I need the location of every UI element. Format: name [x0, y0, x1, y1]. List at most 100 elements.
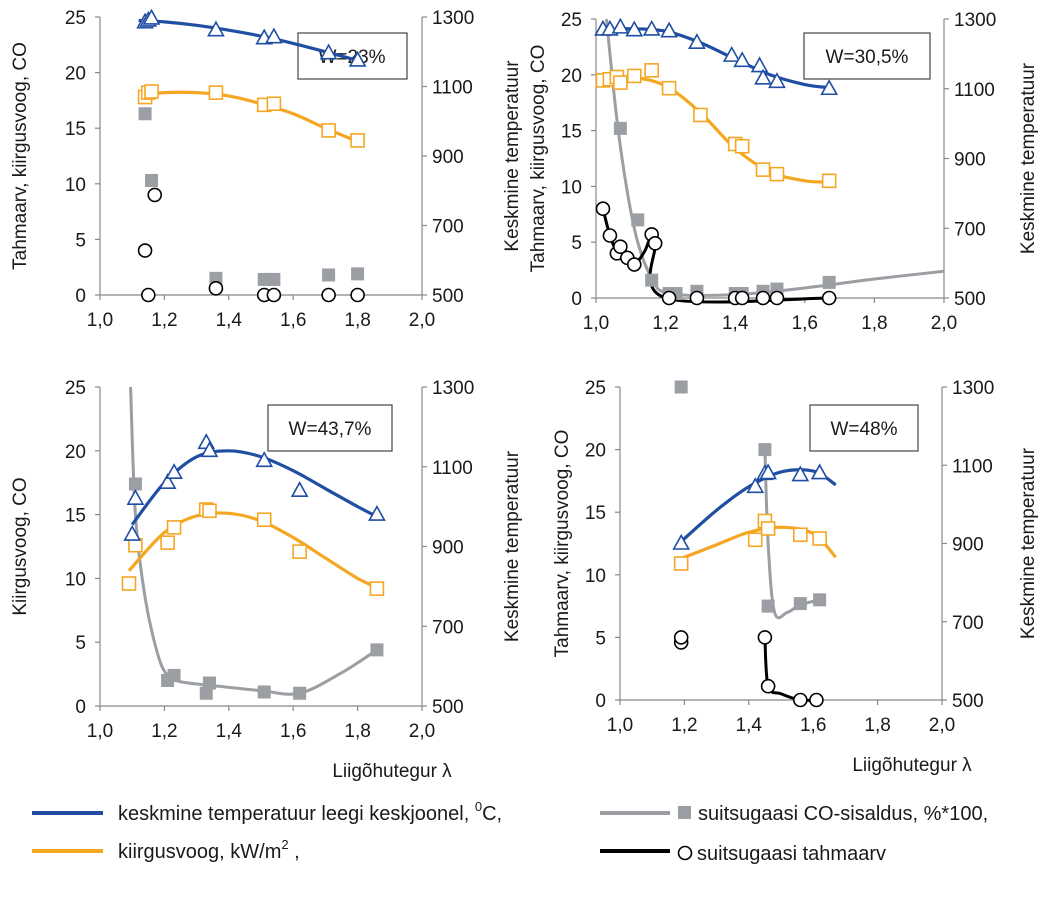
y2-axis-title: Keskmine temperatuur — [1018, 62, 1039, 254]
y2-tick-label: 500 — [432, 697, 464, 718]
co-point — [293, 686, 307, 700]
co-point — [793, 597, 807, 611]
y2-tick-label: 700 — [954, 219, 986, 240]
soot-point — [661, 290, 677, 306]
temperature-point — [368, 504, 386, 521]
temperature-point — [722, 45, 741, 62]
x-tick-label: 1,0 — [583, 313, 609, 334]
y-tick-label: 25 — [561, 10, 582, 31]
x-tick-label: 1,6 — [280, 721, 306, 742]
y-tick-label: 5 — [595, 628, 606, 649]
legend-marker-co — [678, 806, 691, 819]
temperature-point — [165, 463, 183, 480]
y-tick-label: 0 — [571, 289, 582, 310]
soot-point — [755, 290, 771, 306]
annotation-box — [803, 32, 931, 80]
radiation-point — [734, 138, 750, 154]
co-point — [257, 685, 271, 699]
temperature-point — [319, 43, 338, 60]
temperature-point — [754, 68, 772, 85]
y-tick-label: 10 — [585, 566, 606, 587]
soot-point — [647, 236, 663, 251]
radiation-point — [747, 532, 763, 548]
temperature-point — [688, 33, 706, 50]
legend-label-soot: suitsugaasi tahmaarv — [697, 843, 886, 865]
co-point — [128, 477, 142, 491]
radiation-point — [760, 521, 776, 536]
y-tick-label: 20 — [561, 66, 582, 87]
radiation-point — [144, 84, 159, 99]
x-tick-label: 1,4 — [722, 313, 749, 334]
y-axis-title: Kiirgusvoog, CO — [10, 477, 31, 615]
co-point — [631, 213, 645, 227]
x-tick-label: 1,8 — [344, 721, 370, 742]
soot-point — [626, 257, 642, 272]
x-tick-label: 1,0 — [87, 721, 113, 742]
co-point — [209, 271, 223, 285]
radiation-point — [166, 520, 182, 535]
y-tick-label: 10 — [561, 177, 582, 198]
x-tick-label: 1,4 — [216, 310, 243, 331]
co-point — [822, 275, 836, 289]
temperature-point — [290, 481, 309, 497]
chart-panel-3: 1,0 1,2 1,4 1,6 1,8 2,0 0 5 10 15 20 25 500 700 900 110… — [10, 378, 523, 782]
co-point — [351, 267, 365, 281]
annotation-label: W=48% — [830, 419, 897, 440]
legend-item-co: suitsugaasi CO-sisaldus, %*100, — [600, 803, 988, 825]
x-tick-label: 2,0 — [931, 313, 957, 334]
y-tick-label: 0 — [75, 286, 86, 307]
legend-label-co: suitsugaasi CO-sisaldus, %*100, — [698, 803, 988, 825]
soot-point — [760, 678, 776, 694]
soot-point — [689, 290, 705, 306]
y-tick-label: 25 — [585, 378, 606, 399]
soot-point — [147, 187, 163, 203]
y2-tick-label: 900 — [432, 147, 464, 168]
y2-tick-label: 700 — [432, 217, 464, 238]
co-point — [674, 380, 688, 394]
temperature-series-line — [138, 18, 359, 62]
x-tick-label: 1,4 — [736, 715, 763, 736]
annotation-label: W=43,7% — [289, 419, 372, 440]
co-point — [167, 668, 181, 682]
temperature-point — [733, 51, 752, 68]
y2-tick-label: 1300 — [952, 378, 994, 399]
annotation-box — [297, 32, 408, 80]
x-tick-label: 1,2 — [671, 715, 697, 736]
chart-panel-2: 1,0 1,2 1,4 1,6 1,8 2,0 0 5 10 15 20 25 500 700 900 110… — [528, 10, 1039, 334]
y-tick-label: 20 — [65, 442, 86, 463]
soot-point — [208, 281, 224, 296]
radiation-point — [769, 166, 785, 182]
y-tick-label: 25 — [65, 8, 86, 29]
soot-point — [613, 239, 628, 254]
y2-tick-label: 1100 — [952, 456, 993, 477]
soot-point — [734, 290, 750, 306]
soot-point — [757, 630, 773, 645]
y2-tick-label: 500 — [952, 691, 984, 712]
x-tick-label: 1,8 — [344, 310, 370, 331]
radiation-point — [673, 556, 689, 571]
soot-point — [266, 287, 282, 303]
y2-axis-title: Keskmine temperatuur — [502, 60, 523, 252]
legend: keskmine temperatuur leegi keskjoonel, 0… — [32, 799, 988, 865]
x-tick-label: 1,0 — [87, 310, 113, 331]
co-point — [758, 443, 772, 457]
annotation-box — [267, 404, 393, 452]
radiation-point — [266, 96, 282, 112]
y-axis-title: Tahmaarv, kiirgusvoog, CO — [552, 430, 573, 658]
radiation-point — [321, 123, 336, 138]
y-tick-label: 15 — [65, 506, 86, 527]
co-point — [761, 599, 775, 613]
chart-panel-1: 1,0 1,2 1,4 1,6 1,8 2,0 0 5 10 15 20 25 500 700 900 110… — [10, 8, 523, 331]
y-tick-label: 10 — [65, 569, 86, 590]
x-axis-title: Liigõhutegur λ — [852, 755, 972, 776]
temperature-point — [126, 489, 145, 505]
x-tick-label: 1,8 — [864, 715, 890, 736]
radiation-point — [121, 576, 137, 591]
x-axis-title: Liigõhutegur λ — [332, 761, 452, 782]
x-tick-label: 1,0 — [607, 715, 633, 736]
y-tick-label: 5 — [571, 233, 582, 254]
y-axis-title: Tahmaarv, kiirgusvoog, CO — [10, 42, 31, 270]
y-tick-label: 0 — [75, 697, 86, 718]
x-tick-label: 1,8 — [861, 313, 887, 334]
